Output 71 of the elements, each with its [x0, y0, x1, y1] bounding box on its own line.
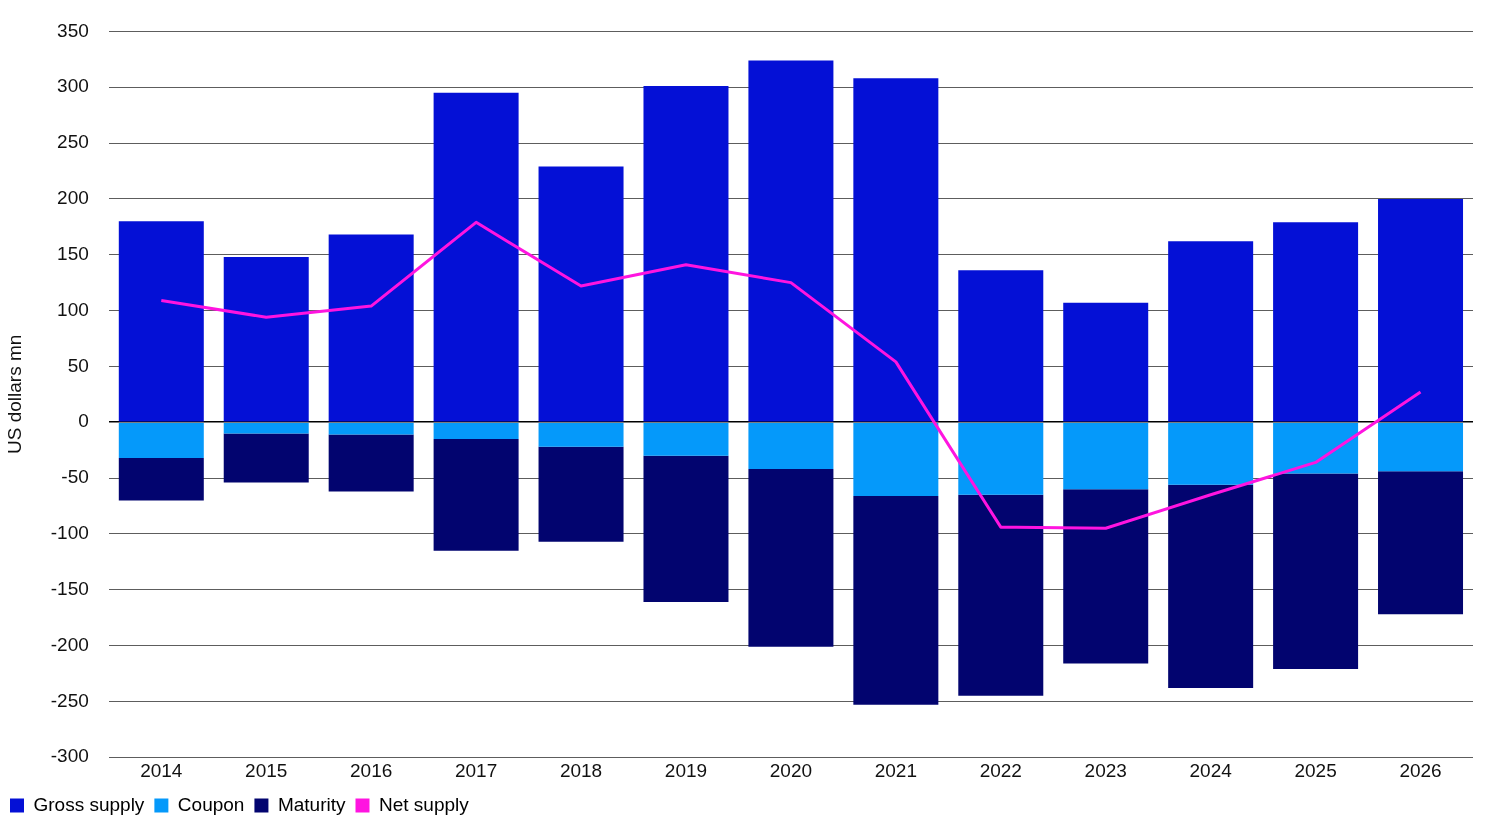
bar [748, 422, 834, 470]
x-tick-label: 2019 [664, 759, 708, 781]
x-tick-label: 2017 [454, 759, 498, 781]
bar [1273, 473, 1359, 669]
x-tick-label: 2026 [1399, 759, 1442, 781]
bar [643, 422, 729, 456]
y-tick-label: 200 [57, 187, 89, 209]
legend-label: Maturity [277, 793, 346, 815]
bar [1063, 422, 1149, 490]
y-tick-label: 300 [57, 75, 89, 97]
bar [328, 422, 414, 435]
x-tick-label: 2023 [1084, 759, 1127, 781]
bar [1168, 422, 1254, 485]
y-axis-title: US dollars mn [3, 334, 25, 454]
x-tick-label: 2020 [769, 759, 813, 781]
bar [1378, 198, 1464, 422]
y-tick-label: -50 [61, 466, 89, 488]
bar [643, 455, 729, 602]
x-tick-label: 2022 [979, 759, 1022, 781]
y-tick-label: 150 [57, 242, 89, 264]
bar [223, 422, 309, 434]
y-tick-label: 350 [57, 19, 89, 41]
bar [118, 221, 204, 422]
bar [433, 438, 519, 551]
bar [748, 469, 834, 647]
bar [643, 86, 729, 422]
y-tick-label: 250 [57, 131, 89, 153]
bar [223, 433, 309, 483]
bar [748, 60, 834, 422]
y-tick-label: 0 [78, 410, 89, 432]
legend-label: Gross supply [33, 793, 145, 815]
bar [958, 270, 1044, 422]
bar [433, 92, 519, 422]
bar [1378, 422, 1464, 472]
bar [958, 494, 1044, 696]
bar [1063, 489, 1149, 664]
bar [853, 495, 939, 705]
bar [1063, 302, 1149, 422]
bar [1168, 484, 1254, 688]
bar [118, 422, 204, 458]
bar [1168, 241, 1254, 422]
x-tick-label: 2025 [1294, 759, 1337, 781]
x-tick-label: 2018 [559, 759, 603, 781]
bar [538, 422, 624, 447]
x-tick-label: 2015 [245, 759, 288, 781]
bar [1273, 222, 1359, 422]
bar [853, 78, 939, 422]
legend-label: Coupon [177, 793, 245, 815]
bar [433, 422, 519, 439]
y-tick-label: -250 [50, 689, 89, 711]
bar [328, 234, 414, 422]
y-tick-label: -200 [50, 633, 89, 655]
y-tick-label: -300 [50, 745, 89, 767]
bar [853, 422, 939, 496]
bar [958, 422, 1044, 495]
bar [328, 434, 414, 492]
bar [1273, 422, 1359, 474]
x-tick-label: 2021 [874, 759, 917, 781]
bar [118, 457, 204, 501]
x-tick-label: 2016 [350, 759, 393, 781]
bar [538, 446, 624, 542]
x-tick-label: 2014 [140, 759, 183, 781]
y-tick-label: 50 [67, 354, 89, 376]
bar [1378, 471, 1464, 615]
bar [538, 166, 624, 422]
x-tick-label: 2024 [1189, 759, 1233, 781]
bar [223, 256, 309, 422]
legend-label: Net supply [379, 793, 470, 815]
y-tick-label: -100 [50, 522, 89, 544]
y-tick-label: -150 [50, 577, 89, 599]
y-tick-label: 100 [57, 298, 89, 320]
